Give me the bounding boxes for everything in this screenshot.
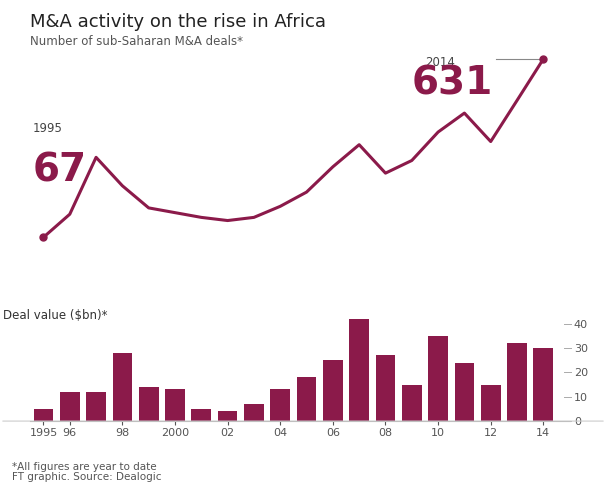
Bar xyxy=(165,390,185,421)
Bar xyxy=(454,363,474,421)
Bar xyxy=(33,409,53,421)
Bar xyxy=(86,392,106,421)
Bar xyxy=(428,336,448,421)
Bar xyxy=(323,360,343,421)
Bar xyxy=(376,355,395,421)
Text: 631: 631 xyxy=(412,64,493,102)
Bar xyxy=(60,392,79,421)
Text: Deal value ($bn)*: Deal value ($bn)* xyxy=(3,308,108,321)
Bar xyxy=(244,404,264,421)
Bar xyxy=(349,311,369,421)
Bar xyxy=(481,384,501,421)
Bar xyxy=(139,387,159,421)
Bar xyxy=(533,348,553,421)
Bar xyxy=(297,377,316,421)
Bar xyxy=(113,353,132,421)
Text: 1995: 1995 xyxy=(33,122,63,135)
Bar xyxy=(402,384,422,421)
Bar xyxy=(507,343,527,421)
Text: Number of sub-Saharan M&A deals*: Number of sub-Saharan M&A deals* xyxy=(30,35,243,48)
Bar xyxy=(191,409,211,421)
Text: M&A activity on the rise in Africa: M&A activity on the rise in Africa xyxy=(30,14,326,31)
Text: FT graphic. Source: Dealogic: FT graphic. Source: Dealogic xyxy=(12,471,162,482)
Text: *All figures are year to date: *All figures are year to date xyxy=(12,462,157,472)
Bar xyxy=(218,411,238,421)
Text: 67: 67 xyxy=(33,151,87,189)
Text: 2014: 2014 xyxy=(425,56,455,69)
Bar xyxy=(270,390,290,421)
